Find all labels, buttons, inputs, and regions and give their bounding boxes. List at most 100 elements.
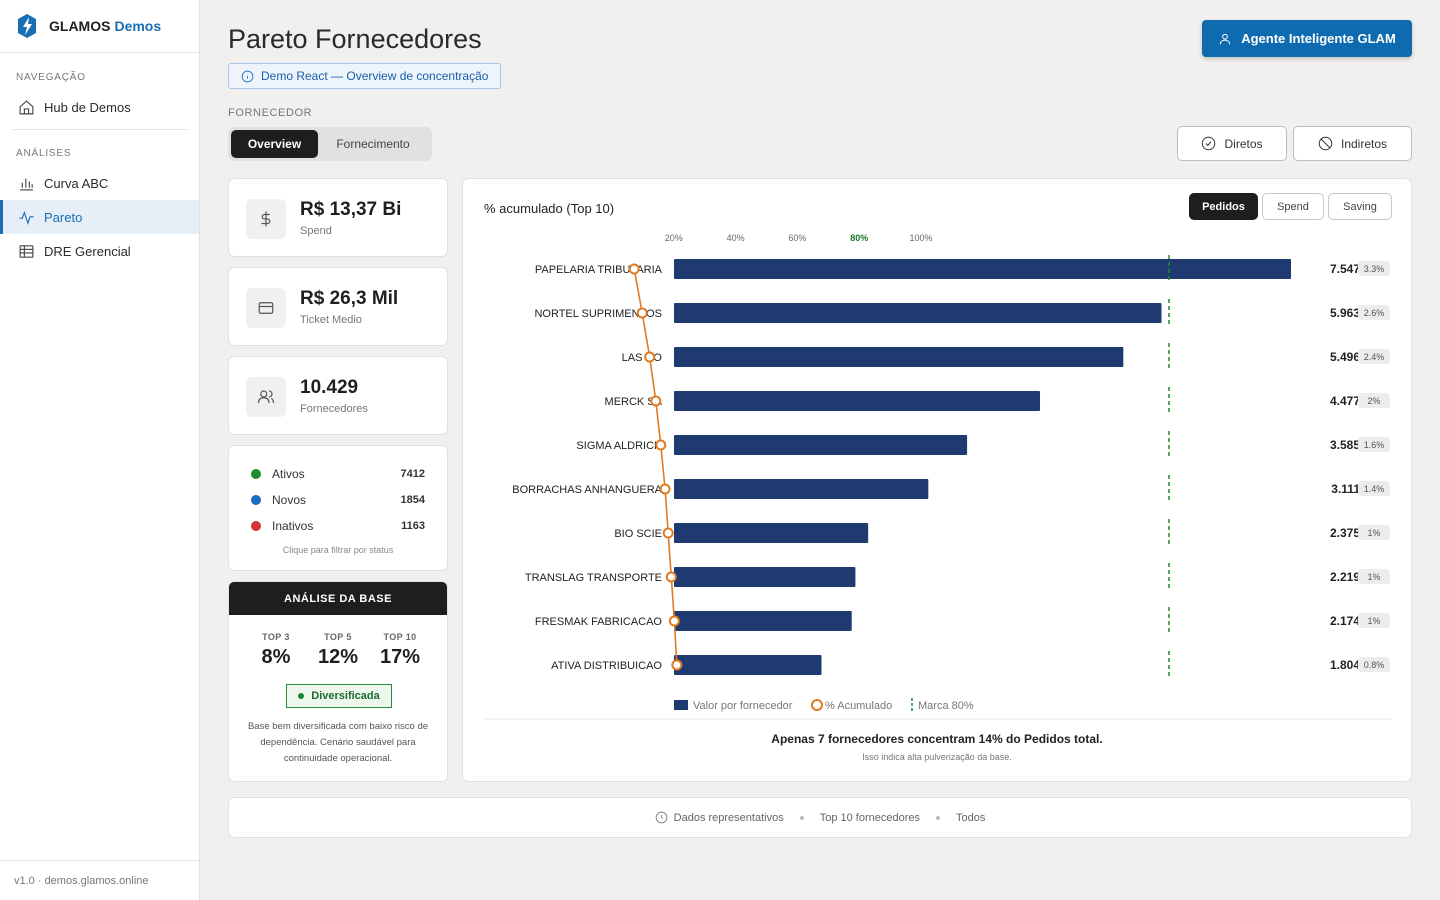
footer-item: Todos [956,811,986,824]
kpi-fornecedores-card: 10.429 Fornecedores [228,356,448,435]
nav-section-analises: ANÁLISES [16,148,72,159]
cumulative-point [655,439,667,451]
chart-card: % acumulado (Top 10) Pedidos Spend Savin… [462,178,1412,782]
kpi-label: Spend [300,225,332,237]
cumulative-point [665,571,677,583]
status-row-novos[interactable]: Novos 1854 [251,492,425,508]
legend-swatch-line [811,699,823,711]
share-label: 1% [1367,528,1380,538]
category-label: BIO SCIE [614,528,662,540]
category-label: BORRACHAS ANHANGUERA [512,484,662,496]
activity-icon [19,210,34,225]
top-label: TOP 10 [383,632,417,642]
cumulative-point [650,395,662,407]
legend-label: Valor por fornecedor [693,700,793,712]
badge-label: Diversificada [311,690,380,702]
status-dot [251,495,261,505]
share-label: 1% [1367,572,1380,582]
category-label: SIGMA ALDRICH [576,440,662,452]
share-label: 1% [1367,616,1380,626]
top5-stat: TOP 5 12% [308,632,368,669]
metric-pedidos-button[interactable]: Pedidos [1189,193,1258,220]
status-row-ativos[interactable]: Ativos 7412 [251,466,425,482]
share-pill [1358,569,1390,584]
brand-sub: Demos [114,18,162,34]
category-label: NORTEL SUPRIMENTOS [534,308,662,320]
share-label: 2.6% [1364,308,1385,318]
top-label: TOP 5 [324,632,352,642]
value-label: 7.547 [1330,262,1360,276]
kpi-icon-wrap [246,288,286,328]
tab-fornecimento[interactable]: Fornecimento [336,137,410,151]
value-label: 4.477 [1330,394,1360,408]
kpi-value: R$ 13,37 Bi [300,199,402,220]
agent-button[interactable]: Agente Inteligente GLAM [1202,20,1412,57]
kpi-spend-card: R$ 13,37 Bi Spend [228,178,448,257]
axis-tick-label: 20% [665,233,683,243]
category-label: FRESMAK FABRICACAO [535,616,663,628]
demo-badge-text: Demo React — Overview de concentração [261,69,489,83]
chart-summary: Apenas 7 fornecedores concentram 14% do … [771,732,1103,746]
table-icon [19,244,34,258]
top-value: 12% [317,646,359,668]
chart-title: % acumulado (Top 10) [484,201,615,216]
sidebar-item-pareto[interactable]: Pareto [0,200,199,234]
status-dot [251,521,261,531]
value-label: 5.963 [1330,306,1360,320]
legend-label: Marca 80% [918,700,974,712]
footer-item: Top 10 fornecedores [819,811,920,824]
kpi-icon-wrap [246,377,286,417]
status-count: 1163 [401,520,425,532]
agent-button-label: Agente Inteligente GLAM [1241,31,1396,46]
card-icon [258,302,274,314]
cumulative-point [668,615,680,627]
analysis-text: Base bem diversificada com baixo risco d… [247,721,429,764]
sidebar-item-label: DRE Gerencial [44,243,131,259]
nav-section-navegacao: NAVEGAÇÃO [16,72,86,83]
value-label: 5.496 [1330,350,1360,364]
analysis-card: ANÁLISE DA BASE TOP 3 8% TOP 5 12% TOP 1… [228,581,448,782]
metric-spend-button[interactable]: Spend [1262,193,1324,220]
status-card: Ativos 7412 Novos 1854 Inativos 1163 Cli… [228,445,448,571]
metric-saving-button[interactable]: Saving [1328,193,1392,220]
bar [674,347,1124,367]
tab-overview[interactable]: Overview [231,130,318,158]
category-label: MERCK SA [605,396,663,408]
brand-name: GLAMOS [49,18,111,34]
demo-badge: Demo React — Overview de concentração [228,63,502,89]
value-label: 2.219 [1330,570,1360,584]
status-row-inativos[interactable]: Inativos 1163 [251,518,425,534]
sidebar-item-dre[interactable]: DRE Gerencial [0,234,199,268]
kpi-ticket-card: R$ 26,3 Mil Ticket Medio [228,267,448,346]
badge-dot [298,693,305,699]
indiretos-button[interactable]: Indiretos [1293,126,1412,161]
value-label: 3.111 [1331,482,1360,496]
users-icon [257,390,275,404]
diretos-button[interactable]: Diretos [1177,126,1287,161]
home-icon [19,99,34,114]
category-label: TRANSLAG TRANSPORTE [525,572,662,584]
sidebar-item-label: Pareto [44,209,83,225]
cumulative-point [636,307,648,319]
sidebar-footer: v1.0 · demos.glamos.online [0,860,199,900]
sidebar: GLAMOS Demos NAVEGAÇÃO Hub de Demos ANÁL… [0,0,200,900]
share-label: 2% [1367,396,1380,406]
glamos-logo-icon [18,14,36,38]
bar [674,611,852,631]
category-label: ATIVA DISTRIBUICAO [551,660,662,672]
top-value: 17% [379,646,421,668]
sidebar-item-curva-abc[interactable]: Curva ABC [0,166,199,200]
pareto-chart: 20% 40% 60% 80% 100% PAPELARIA TRIBUTARIA 7.54… [483,233,1391,720]
brand[interactable]: GLAMOS Demos [0,0,199,53]
cumulative-point [662,527,674,539]
legend-swatch-bars [674,700,688,710]
sidebar-item-hub[interactable]: Hub de Demos [0,90,199,124]
page-title: Pareto Fornecedores [228,24,482,54]
bar [674,479,929,499]
axis-tick-label: 60% [788,233,806,243]
diretos-label: Diretos [1224,136,1263,151]
category-label: PAPELARIA TRIBUTARIA [535,264,663,276]
kpi-label: Fornecedores [300,403,368,415]
info-icon [241,70,254,82]
chart-summary-sub: Isso indica alta pulverização da base. [862,752,1012,762]
